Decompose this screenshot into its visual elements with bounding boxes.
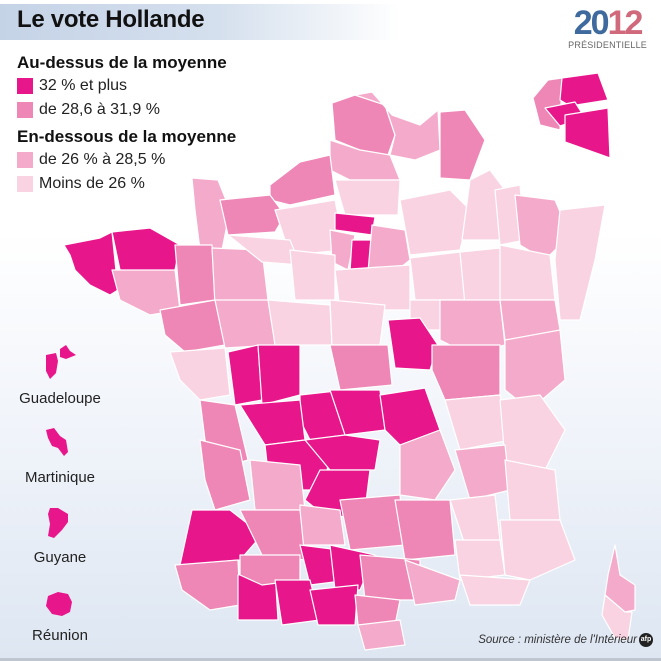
overseas-reunion: Réunion <box>0 590 120 644</box>
region-alpes-maritimes <box>499 519 576 581</box>
region-loire-atlantique <box>159 299 226 353</box>
legend-swatch <box>17 176 33 192</box>
legend: Au-dessus de la moyenne 32 % et plus de … <box>17 52 236 196</box>
overseas-martinique: Martinique <box>0 424 120 486</box>
overseas-label: Martinique <box>24 469 96 486</box>
inset-val-de-marne <box>564 107 611 159</box>
region-dordogne <box>249 459 306 511</box>
election-logo: 2012 PRÉSIDENTIELLE <box>568 6 647 50</box>
region-maine-et-loire <box>214 299 276 349</box>
region-landes <box>179 509 263 566</box>
region-ariege <box>309 584 359 626</box>
region-ardeche-gard <box>394 499 456 561</box>
legend-heading-above: Au-dessus de la moyenne <box>17 53 227 72</box>
region-vaucluse <box>454 539 506 581</box>
region-isere <box>454 444 511 501</box>
region-vendee <box>169 347 231 401</box>
region-lot <box>299 504 346 546</box>
martinique-shape <box>46 428 68 456</box>
overseas-guadeloupe: Guadeloupe <box>0 341 120 407</box>
region-corse-du-sud <box>601 594 633 641</box>
region-pyrenees-orientales <box>357 619 406 651</box>
region-savoie <box>499 394 566 471</box>
inset-seine-saint-denis <box>559 72 609 107</box>
legend-item: 32 % et plus <box>17 74 236 98</box>
afp-logo-icon: afp <box>639 633 653 647</box>
region-vienne <box>257 344 301 406</box>
region-bouches-du-rhone <box>404 559 461 606</box>
logo-year: 2012 <box>573 4 644 42</box>
overseas-label: Guadeloupe <box>19 390 101 407</box>
region-saone-et-loire <box>431 344 501 401</box>
legend-swatch <box>17 102 33 118</box>
region-eure-et-loir <box>289 249 336 301</box>
legend-label: de 26 % à 28,5 % <box>39 151 166 168</box>
region-aisne <box>439 109 486 181</box>
overseas-label: Guyane <box>33 549 87 566</box>
region-haute-marne <box>459 247 501 306</box>
legend-item: Moins de 26 % <box>17 172 236 196</box>
legend-label: Moins de 26 % <box>39 175 145 192</box>
region-correze <box>304 434 381 471</box>
region-loir-et-cher <box>329 299 386 346</box>
legend-swatch <box>17 78 33 94</box>
reunion-shape <box>46 592 72 616</box>
region-pyrenees-atlantiques <box>174 559 241 611</box>
region-doubs-jura <box>504 329 566 411</box>
region-charente <box>239 399 306 446</box>
legend-label: 32 % et plus <box>39 77 128 94</box>
legend-swatch <box>17 152 33 168</box>
region-hautes-alpes <box>504 459 561 521</box>
region-oise <box>334 179 401 216</box>
region-aube <box>409 251 466 301</box>
region-finistere <box>63 231 119 296</box>
region-drome <box>449 494 501 546</box>
region-indre-et-loire <box>267 299 333 346</box>
title-bar <box>0 4 400 40</box>
overseas-guyane: Guyane <box>0 504 120 566</box>
region-calvados <box>219 194 286 236</box>
region-deux-sevres <box>227 344 263 406</box>
region-cher <box>329 344 393 391</box>
legend-heading-below: En-dessous de la moyenne <box>17 127 237 146</box>
logo-subtitle: PRÉSIDENTIELLE <box>568 40 647 50</box>
legend-label: de 28,6 à 31,9 % <box>39 101 160 118</box>
region-marne <box>399 189 471 256</box>
page-title: Le vote Hollande <box>17 6 205 33</box>
region-ille-et-vilaine <box>174 244 216 306</box>
region-seine-maritime <box>269 154 336 206</box>
region-var <box>459 574 531 606</box>
source-credit: Source : ministère de l'Intérieur <box>478 634 637 646</box>
guadeloupe-shape <box>46 345 76 379</box>
legend-item: de 26 % à 28,5 % <box>17 148 236 172</box>
guyane-shape <box>48 508 68 538</box>
region-loire-rhone <box>399 429 456 501</box>
overseas-label: Réunion <box>32 627 88 644</box>
bottom-border <box>0 658 661 661</box>
region-alsace <box>554 204 606 321</box>
legend-item: de 28,6 à 31,9 % <box>17 98 236 122</box>
region-gironde <box>199 439 251 511</box>
